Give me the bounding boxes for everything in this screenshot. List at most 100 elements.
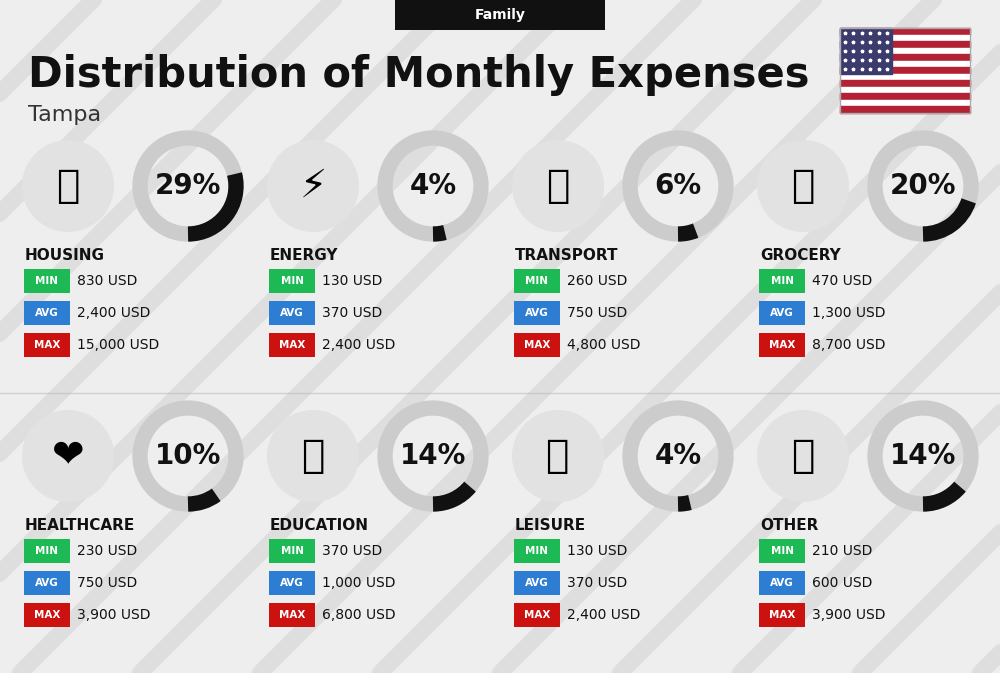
Bar [840,28,970,113]
Text: 3,900 USD: 3,900 USD [812,608,886,622]
Text: TRANSPORT: TRANSPORT [515,248,618,263]
FancyBboxPatch shape [395,0,605,30]
Text: 3,900 USD: 3,900 USD [77,608,150,622]
Text: 1,300 USD: 1,300 USD [812,306,886,320]
FancyBboxPatch shape [514,333,560,357]
FancyBboxPatch shape [514,571,560,595]
Bar [840,61,970,67]
Text: 750 USD: 750 USD [567,306,627,320]
Text: 750 USD: 750 USD [77,576,137,590]
Text: 💰: 💰 [791,437,815,475]
Text: 470 USD: 470 USD [812,274,872,288]
Text: 8,700 USD: 8,700 USD [812,338,886,352]
Text: 370 USD: 370 USD [322,306,382,320]
Text: 6%: 6% [654,172,702,200]
Text: 600 USD: 600 USD [812,576,872,590]
FancyBboxPatch shape [269,269,315,293]
Bar [840,74,970,80]
FancyBboxPatch shape [514,603,560,627]
Text: HOUSING: HOUSING [25,248,105,263]
Bar [840,28,892,74]
Text: 2,400 USD: 2,400 USD [77,306,150,320]
Text: 14%: 14% [890,442,956,470]
FancyBboxPatch shape [269,603,315,627]
Text: MAX: MAX [524,610,550,620]
FancyBboxPatch shape [269,571,315,595]
Text: MIN: MIN [526,546,548,556]
Bar [840,41,970,48]
Bar [840,106,970,113]
Text: LEISURE: LEISURE [515,518,586,533]
FancyBboxPatch shape [759,301,805,325]
Text: Distribution of Monthly Expenses: Distribution of Monthly Expenses [28,54,810,96]
Text: 130 USD: 130 USD [322,274,382,288]
Text: 29%: 29% [155,172,221,200]
Text: Tampa: Tampa [28,105,101,125]
Text: MAX: MAX [769,340,795,350]
FancyBboxPatch shape [24,301,70,325]
Text: 2,400 USD: 2,400 USD [322,338,395,352]
Text: Family: Family [475,8,525,22]
Text: MIN: MIN [526,276,548,286]
Bar [840,28,970,34]
FancyBboxPatch shape [759,539,805,563]
FancyBboxPatch shape [24,269,70,293]
Text: 🛒: 🛒 [791,167,815,205]
Text: 210 USD: 210 USD [812,544,872,558]
Bar [840,54,970,61]
FancyBboxPatch shape [24,333,70,357]
FancyBboxPatch shape [514,301,560,325]
Text: 1,000 USD: 1,000 USD [322,576,396,590]
Text: 10%: 10% [155,442,221,470]
Text: AVG: AVG [280,578,304,588]
Circle shape [22,140,114,232]
Bar [840,67,970,74]
FancyBboxPatch shape [24,539,70,563]
Bar [840,94,970,100]
Text: 4%: 4% [409,172,457,200]
Circle shape [757,410,849,502]
Text: MIN: MIN [280,276,304,286]
Bar [840,100,970,106]
Circle shape [512,140,604,232]
Text: MIN: MIN [770,546,794,556]
Text: MAX: MAX [34,340,60,350]
Circle shape [757,140,849,232]
FancyBboxPatch shape [759,269,805,293]
Bar [840,87,970,94]
Text: HEALTHCARE: HEALTHCARE [25,518,135,533]
Bar [840,34,970,41]
Text: OTHER: OTHER [760,518,818,533]
Bar [840,80,970,87]
Text: MIN: MIN [36,276,58,286]
Text: MIN: MIN [770,276,794,286]
FancyBboxPatch shape [269,333,315,357]
FancyBboxPatch shape [514,539,560,563]
Text: MAX: MAX [279,340,305,350]
Circle shape [267,140,359,232]
Text: 🛍️: 🛍️ [546,437,570,475]
Text: 14%: 14% [400,442,466,470]
Bar [840,48,970,54]
Text: 370 USD: 370 USD [322,544,382,558]
Text: 20%: 20% [890,172,956,200]
Text: 130 USD: 130 USD [567,544,627,558]
Text: 260 USD: 260 USD [567,274,627,288]
Text: MAX: MAX [769,610,795,620]
FancyBboxPatch shape [269,539,315,563]
Text: 230 USD: 230 USD [77,544,137,558]
Text: AVG: AVG [770,578,794,588]
Circle shape [267,410,359,502]
Text: AVG: AVG [35,578,59,588]
Text: 15,000 USD: 15,000 USD [77,338,159,352]
Text: AVG: AVG [525,308,549,318]
Circle shape [512,410,604,502]
Text: 2,400 USD: 2,400 USD [567,608,640,622]
Text: 830 USD: 830 USD [77,274,137,288]
Text: MAX: MAX [524,340,550,350]
Text: MAX: MAX [279,610,305,620]
Text: 4,800 USD: 4,800 USD [567,338,640,352]
Text: ENERGY: ENERGY [270,248,338,263]
FancyBboxPatch shape [24,571,70,595]
Text: AVG: AVG [770,308,794,318]
